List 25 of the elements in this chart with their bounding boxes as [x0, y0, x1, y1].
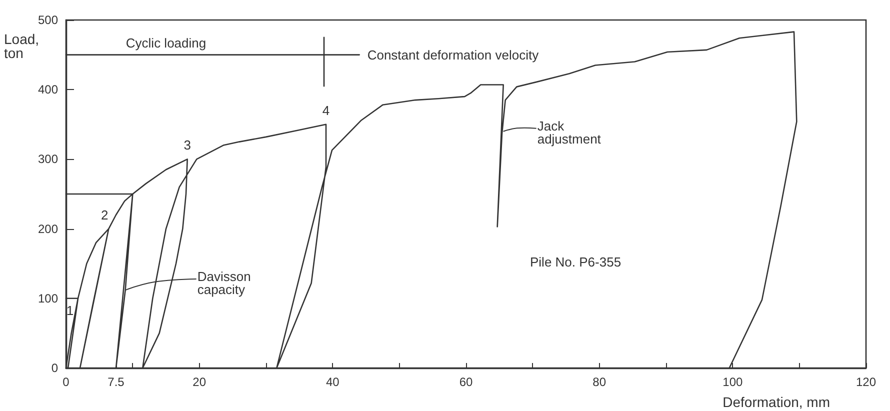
- x-tick-label: 80: [592, 375, 606, 389]
- x-tick-label: 60: [459, 375, 473, 389]
- annotation: 1: [66, 302, 74, 318]
- annotation: Pile No. P6-355: [530, 254, 622, 270]
- annotation: Constant deformation velocity: [367, 47, 540, 62]
- y-axis-title: Load, ton: [4, 31, 43, 61]
- annotation: 2: [101, 207, 108, 222]
- annotation: 4: [322, 102, 330, 118]
- x-tick-label: 0: [62, 375, 70, 389]
- annotation: 3: [184, 138, 191, 153]
- x-tick-label: 40: [326, 375, 340, 389]
- x-axis-title: Deformation, mm: [722, 394, 830, 410]
- annotation: Jack adjustment: [537, 118, 602, 146]
- x-tick-label: 20: [192, 375, 206, 389]
- y-tick-label: 100: [38, 291, 58, 306]
- x-tick-label: 7.5: [108, 375, 125, 389]
- y-tick-label: 200: [38, 222, 58, 236]
- annotation: Cyclic loading: [126, 35, 206, 50]
- y-tick-label: 400: [38, 82, 58, 97]
- y-tick-label: 500: [38, 13, 58, 27]
- x-tick-label: 100: [722, 375, 743, 389]
- y-tick-label: 300: [38, 152, 58, 166]
- y-tick-label: 0: [51, 361, 58, 375]
- x-tick-label: 120: [856, 375, 876, 389]
- annotation: Davisson capacity: [197, 269, 254, 298]
